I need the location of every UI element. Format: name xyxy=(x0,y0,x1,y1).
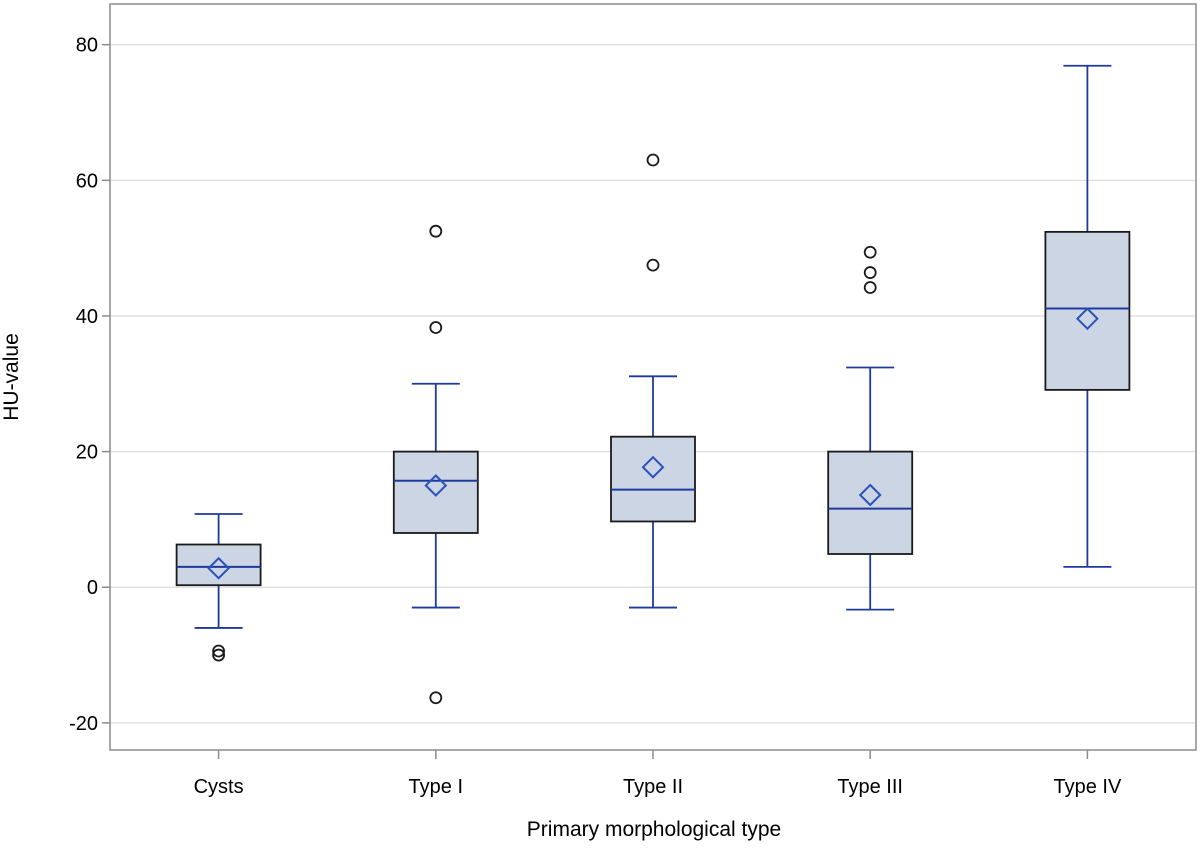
outlier-point xyxy=(212,648,226,662)
y-tick-label: 20 xyxy=(76,442,98,464)
mean-marker xyxy=(858,483,882,507)
x-tick-label: Type II xyxy=(623,776,683,798)
y-tick-label: 40 xyxy=(76,306,98,328)
x-tick-label: Type IV xyxy=(1053,776,1121,798)
y-tick-label: -20 xyxy=(69,713,98,735)
mean-marker xyxy=(207,556,231,580)
y-tick-label: 60 xyxy=(76,170,98,192)
outlier-point xyxy=(429,224,443,238)
outlier-point xyxy=(429,691,443,705)
outlier-point xyxy=(863,266,877,279)
box-group xyxy=(175,513,262,662)
x-axis-title: Primary morphological type xyxy=(527,818,781,841)
outlier-point xyxy=(429,321,443,334)
outlier-point xyxy=(863,281,877,294)
outlier-point xyxy=(646,153,660,167)
iqr-box xyxy=(827,450,914,555)
iqr-box xyxy=(392,450,479,534)
outlier-point xyxy=(646,258,660,272)
outlier-point xyxy=(863,245,877,259)
box-group xyxy=(392,224,479,705)
x-tick-label: Type III xyxy=(837,776,903,798)
mean-marker xyxy=(424,474,448,497)
axis-layer: -20 0 20 40 60 80 Cysts Type I Type II Type III Ty… xyxy=(69,35,1122,798)
outlier-point xyxy=(212,644,226,658)
iqr-box xyxy=(1044,230,1131,391)
mean-marker xyxy=(641,455,665,479)
y-tick-label: 80 xyxy=(76,35,98,57)
x-tick-label: Type I xyxy=(409,776,463,798)
y-tick-label: 0 xyxy=(87,577,98,599)
box-group xyxy=(827,245,914,611)
box-layer xyxy=(175,64,1131,705)
box-group xyxy=(610,153,696,609)
mean-marker xyxy=(1075,307,1099,331)
x-tick-label: Cysts xyxy=(194,776,244,798)
y-axis-title: HU-value xyxy=(0,333,23,421)
box-group xyxy=(1044,64,1131,568)
iqr-box xyxy=(610,435,696,523)
